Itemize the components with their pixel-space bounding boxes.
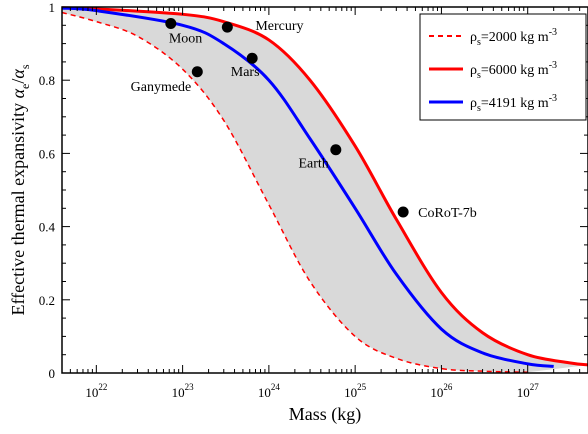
point-ganymede (191, 66, 203, 78)
point-earth (330, 144, 342, 156)
x-tick-label: 1026 (430, 382, 453, 400)
shaded-band (62, 7, 588, 373)
point-mercury (221, 21, 233, 33)
points-layer: Moon Mercury Mars Ganymede Earth CoRoT-7b (131, 17, 477, 221)
point-label-earth: Earth (298, 157, 328, 172)
point-corot-7b (397, 206, 409, 218)
point-label-ganymede: Ganymede (131, 80, 192, 95)
legend-label-rho6000: ρs=6000 kg m-3 (470, 60, 557, 81)
x-tick-label: 1025 (344, 382, 367, 400)
y-tick-label: 0.8 (39, 73, 55, 88)
legend-label-rho2000: ρs=2000 kg m-3 (470, 27, 557, 48)
legend-label-rho4191: ρs=4191 kg m-3 (470, 93, 557, 114)
y-tick-label: 1 (49, 0, 56, 15)
x-tick-label: 1023 (172, 382, 195, 400)
y-tick-label: 0.6 (39, 146, 56, 161)
y-tick-label: 0.4 (39, 220, 56, 235)
y-axis-label: Effective thermal expansivity αe/αs (8, 64, 32, 315)
point-label-corot-7b: CoRoT-7b (418, 206, 477, 221)
y-tick-label: 0 (49, 366, 56, 381)
legend: ρs=2000 kg m-3 ρs=6000 kg m-3 ρs=4191 kg… (419, 13, 587, 121)
x-tick-label: 1024 (258, 382, 281, 400)
x-tick-label: 1027 (517, 382, 540, 400)
point-moon (165, 17, 177, 29)
point-label-moon: Moon (169, 31, 202, 46)
x-tick-label: 1022 (85, 382, 107, 400)
point-label-mercury: Mercury (255, 19, 303, 34)
x-axis-label: Mass (kg) (289, 404, 362, 425)
y-tick-label: 0.2 (39, 293, 55, 308)
point-label-mars: Mars (231, 65, 260, 80)
point-mars (246, 52, 258, 64)
